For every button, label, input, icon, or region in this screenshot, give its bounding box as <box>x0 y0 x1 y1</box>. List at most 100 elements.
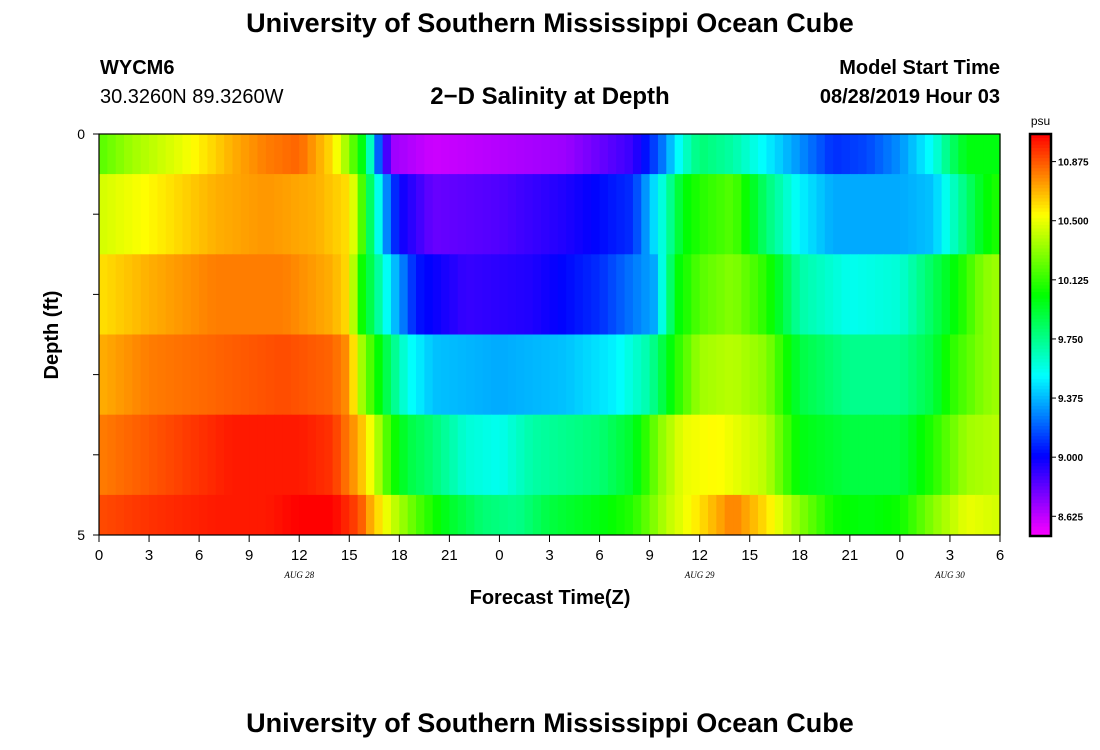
heatmap-cell <box>924 414 934 496</box>
x-tick-label: 0 <box>896 547 904 564</box>
heatmap-cell <box>357 494 367 536</box>
heatmap-cell <box>799 254 809 335</box>
heatmap-cell <box>365 134 375 175</box>
colorbar-segment <box>1030 489 1051 494</box>
heatmap-cell <box>758 414 767 496</box>
heatmap-cell <box>749 174 759 255</box>
heatmap-cell <box>474 494 484 536</box>
heatmap-cell <box>224 494 234 536</box>
heatmap-cell <box>758 494 767 536</box>
heatmap-cell <box>933 494 943 536</box>
heatmap-cell <box>482 334 492 416</box>
heatmap-cell <box>232 414 242 496</box>
colorbar-segment <box>1030 274 1051 279</box>
heatmap-cell <box>441 494 450 536</box>
heatmap-cell <box>482 174 492 255</box>
heatmap-cell <box>332 334 342 416</box>
heatmap-cell <box>899 494 909 536</box>
colorbar-segment <box>1030 425 1051 430</box>
heatmap-cell <box>833 254 843 335</box>
heatmap-cell <box>224 334 234 416</box>
heatmap-cell <box>299 254 309 335</box>
heatmap-cell <box>449 494 459 536</box>
heatmap-cell <box>140 254 150 335</box>
colorbar-segment <box>1030 321 1051 326</box>
colorbar-segment <box>1030 160 1051 165</box>
heatmap-cell <box>841 134 851 175</box>
heatmap-cell <box>899 254 909 335</box>
heatmap-cell <box>741 134 751 175</box>
heatmap-cell <box>824 174 834 255</box>
heatmap-cell <box>165 494 175 536</box>
heatmap-cell <box>674 334 684 416</box>
colorbar-segment <box>1030 221 1051 226</box>
heatmap-cell <box>424 494 434 536</box>
colorbar-segment <box>1030 335 1051 339</box>
heatmap-cell <box>132 254 142 335</box>
heatmap-cell <box>207 494 217 536</box>
heatmap-cell <box>240 174 250 255</box>
heatmap-cell <box>924 494 934 536</box>
heatmap-cell <box>849 134 859 175</box>
heatmap-cell <box>382 134 392 175</box>
heatmap-cell <box>524 414 534 496</box>
heatmap-cell <box>849 334 859 416</box>
heatmap-cell <box>532 414 542 496</box>
colorbar-segment <box>1030 244 1051 249</box>
colorbar-tick-label: 9.750 <box>1058 335 1083 346</box>
heatmap-cell <box>257 494 267 536</box>
heatmap-cell <box>641 334 651 416</box>
heatmap-cell <box>574 174 584 255</box>
heatmap-cell <box>132 174 142 255</box>
heatmap-cell <box>416 134 425 175</box>
heatmap-cell <box>657 414 667 496</box>
heatmap-cell <box>582 254 592 335</box>
heatmap-cell <box>649 254 659 335</box>
heatmap-cell <box>215 254 225 335</box>
colorbar-segment <box>1030 519 1051 524</box>
heatmap-cell <box>966 414 976 496</box>
heatmap-cell <box>207 414 217 496</box>
heatmap-cell <box>724 254 734 335</box>
heatmap-cell <box>349 254 359 335</box>
heatmap-cell <box>607 134 617 175</box>
heatmap-cell <box>215 174 225 255</box>
colorbar-segment <box>1030 154 1051 159</box>
heatmap-cell <box>983 254 993 335</box>
colorbar-segment <box>1030 391 1051 396</box>
heatmap-cell <box>908 254 918 335</box>
heatmap-cell <box>708 254 717 335</box>
heatmap-cell <box>874 134 884 175</box>
x-axis: 0 3 6 9 12 15 18 21 0 3 6 9 12 15 18 21 0 3 6 AUG 28 AUG 29 A… <box>95 535 1004 580</box>
heatmap-cell <box>691 334 701 416</box>
heatmap-cell <box>941 334 951 416</box>
heatmap-cell <box>749 254 759 335</box>
heatmap-cell <box>507 254 517 335</box>
heatmap-cell <box>340 414 350 496</box>
colorbar-segment <box>1030 214 1051 219</box>
heatmap-cell <box>449 134 459 175</box>
heatmap-cell <box>566 494 576 536</box>
heatmap-cell <box>666 134 676 175</box>
heatmap-cell <box>340 254 350 335</box>
heatmap-cell <box>908 494 918 536</box>
heatmap-cell <box>182 494 192 536</box>
heatmap-cell <box>240 254 250 335</box>
heatmap-cell <box>232 334 242 416</box>
heatmap-cell <box>374 254 384 335</box>
heatmap-cell <box>607 334 617 416</box>
heatmap-cell <box>833 334 843 416</box>
heatmap-cell <box>557 494 567 536</box>
heatmap-cell <box>699 254 709 335</box>
heatmap-cell <box>808 494 818 536</box>
heatmap-cell <box>858 414 868 496</box>
heatmap-cell <box>466 174 476 255</box>
colorbar-segment <box>1030 157 1051 162</box>
colorbar-segment <box>1030 505 1051 510</box>
colorbar-segment <box>1030 150 1051 155</box>
footer-title: University of Southern Mississippi Ocean… <box>246 708 854 738</box>
heatmap-cell <box>799 414 809 496</box>
colorbar-segment <box>1030 294 1051 299</box>
heatmap-cell <box>599 334 609 416</box>
heatmap-cell <box>182 254 192 335</box>
